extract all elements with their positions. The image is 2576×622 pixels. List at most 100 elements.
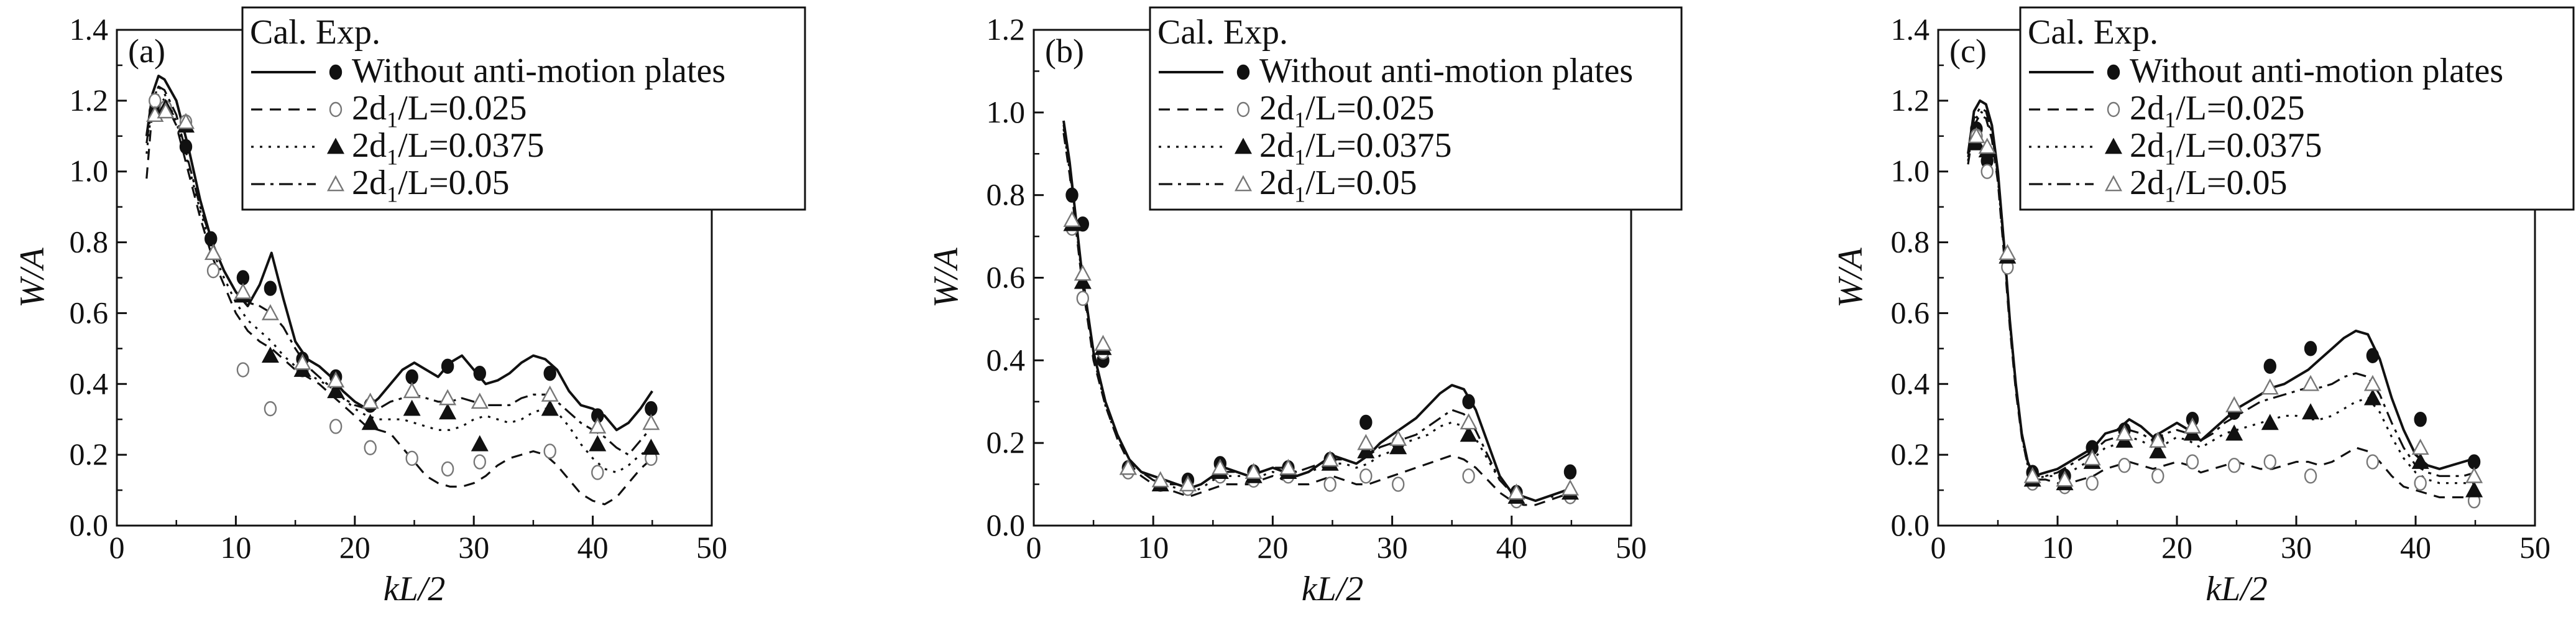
exp-point-3 [439,403,457,420]
exp-point-3 [471,435,489,452]
exp-point-2 [2118,458,2131,473]
y-tick-label: 0.0 [987,508,1026,542]
exp-point-3 [642,439,660,455]
x-axis-label: kL/2 [2206,570,2268,608]
exp-point-3 [589,435,607,452]
exp-point-4 [2149,431,2167,448]
legend-marker [1234,137,1253,154]
exp-point-2 [441,461,454,477]
exp-point-1 [543,366,556,381]
exp-point-4 [1507,483,1525,500]
exp-point-1 [1065,187,1079,203]
x-tick-label: 40 [2400,530,2431,565]
panel-label: (b) [1045,32,1084,70]
y-tick-label: 1.0 [1891,154,1930,188]
exp-point-3 [2261,414,2279,430]
legend-label: Without anti-motion plates [2130,52,2503,90]
exp-point-4 [589,417,607,434]
exp-point-4 [2083,449,2101,466]
x-tick-label: 30 [2281,530,2312,565]
legend-marker [1236,101,1250,118]
exp-point-4 [471,392,489,409]
exp-point-4 [293,353,311,370]
exp-point-4 [2225,396,2243,412]
exp-point-3 [403,399,421,416]
exp-point-3 [2225,424,2243,441]
legend-label: Without anti-motion plates [352,52,725,90]
calc-line-3 [1062,129,1572,502]
legend-label: 2d1/L=0.025 [352,89,527,132]
exp-point-4 [2261,378,2279,395]
exp-point-4 [205,244,223,261]
legend-label: 2d1/L=0.025 [2130,89,2305,132]
exp-point-1 [2366,348,2380,363]
exp-point-1 [2414,412,2427,427]
exp-point-4 [1244,463,1263,480]
calc-line-2 [1062,132,1572,506]
x-tick-label: 10 [2042,530,2073,565]
exp-point-4 [2465,466,2483,483]
exp-point-1 [441,358,454,374]
legend-marker [1236,64,1250,80]
exp-point-3 [1460,425,1478,442]
exp-point-4 [361,392,379,409]
x-tick-label: 20 [2161,530,2192,565]
exp-point-4 [1279,458,1297,475]
exp-point-1 [473,366,486,381]
y-tick-label: 0.4 [70,366,109,401]
y-tick-label: 1.2 [987,12,1026,47]
exp-point-2 [206,262,220,279]
exp-point-4 [541,385,559,402]
exp-point-2 [149,93,162,109]
exp-point-4 [2302,374,2320,391]
y-tick-label: 0.2 [70,437,109,471]
calc-line-4 [1062,124,1571,502]
x-axis-label: kL/2 [1302,570,1364,608]
exp-point-3 [261,346,279,363]
exp-point-2 [364,440,377,455]
exp-point-4 [1074,264,1092,281]
exp-point-4 [1179,475,1197,491]
legend-marker [326,137,345,154]
legend-marker [2107,64,2120,80]
y-axis-label: W/A [927,248,965,308]
exp-point-1 [405,369,418,385]
x-axis-label: kL/2 [384,570,446,608]
exp-point-2 [591,465,604,480]
exp-point-1 [1462,394,1475,409]
exp-point-2 [543,443,556,459]
y-axis-label: W/A [1831,248,1870,308]
exp-point-3 [2411,453,2429,469]
exp-point-2 [2227,458,2241,473]
legend-label: 2d1/L=0.05 [352,164,510,207]
exp-point-1 [2263,358,2276,374]
legend-label: 2d1/L=0.025 [1259,89,1435,132]
exp-point-4 [2183,417,2201,434]
y-tick-label: 1.2 [1891,83,1930,118]
x-tick-label: 30 [1377,530,1408,565]
exp-point-1 [264,281,277,296]
exp-point-2 [329,419,343,434]
exp-point-4 [1967,127,1985,144]
exp-point-2 [264,401,277,417]
y-tick-label: 1.0 [70,154,109,188]
y-tick-label: 0.4 [987,342,1026,377]
exp-point-4 [1119,458,1137,475]
y-tick-label: 1.4 [1891,12,1930,47]
panel-label: (c) [1949,32,1987,70]
exp-point-1 [645,401,658,417]
exp-point-4 [1999,244,2017,261]
exp-point-4 [2023,466,2041,483]
exp-point-4 [1357,434,1375,450]
exp-point-4 [1211,458,1229,475]
exp-point-2 [2304,468,2317,484]
y-tick-label: 0.2 [1891,437,1930,471]
exp-point-3 [2149,442,2167,458]
exp-point-3 [2363,389,2381,406]
exp-point-4 [1978,137,1996,154]
y-tick-label: 0.0 [70,508,109,542]
y-tick-label: 1.2 [70,83,109,118]
y-tick-label: 0.8 [70,225,109,259]
x-tick-label: 20 [1257,530,1288,565]
